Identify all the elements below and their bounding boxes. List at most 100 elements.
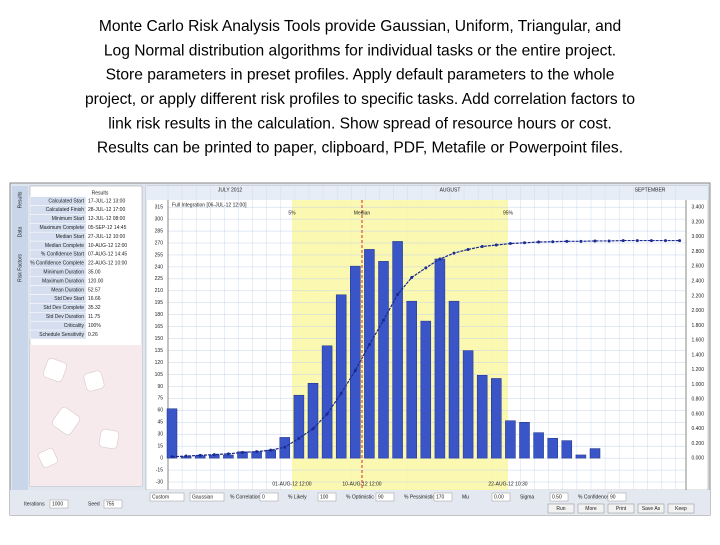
dropdown-label[interactable]: Custom — [152, 494, 169, 500]
y2-tick-label: 2.600 — [691, 264, 704, 270]
cumulative-point — [565, 239, 569, 243]
row-value: 100% — [88, 323, 101, 329]
bar — [575, 454, 587, 459]
button[interactable] — [607, 503, 635, 514]
y-tick-label: 210 — [155, 288, 164, 294]
y2-tick-label: 2.000 — [691, 308, 704, 314]
button-label[interactable]: Run — [556, 506, 565, 512]
row-label: Minimum Duration — [43, 270, 84, 276]
input-box — [549, 492, 569, 502]
y-tick-label: 225 — [155, 276, 164, 282]
row-value: 22-AUG-12 10:00 — [88, 261, 127, 267]
bar — [293, 394, 305, 459]
cumulative-point — [255, 450, 259, 454]
caption-line: Store parameters in preset profiles. App… — [106, 67, 615, 84]
bar — [491, 378, 502, 459]
y-tick-label: 285 — [155, 228, 164, 234]
bar — [462, 350, 474, 459]
y-tick-label: 315 — [155, 204, 164, 210]
row-value: 05-SEP-12 14:45 — [88, 225, 127, 231]
field-value[interactable]: 0.00 — [494, 494, 504, 500]
y2-tick-label: 0.200 — [691, 441, 704, 447]
bar — [223, 454, 234, 459]
input-box — [49, 499, 69, 509]
y2-tick-label: 1.800 — [691, 323, 704, 329]
cumulative-point — [678, 239, 682, 243]
bar — [533, 432, 544, 459]
field-value[interactable]: 170 — [436, 494, 445, 500]
button-label[interactable]: Keep — [675, 506, 687, 512]
cumulative-point — [579, 239, 583, 243]
button-label[interactable]: Save As — [642, 506, 661, 512]
field-label: Sigma — [520, 494, 534, 500]
marker-date: 01-AUG-12 12:00 — [272, 481, 311, 487]
bar — [364, 249, 375, 459]
y-tick-label: -30 — [156, 479, 163, 485]
y-tick-label: 15 — [157, 444, 163, 450]
y-tick-label: 135 — [155, 348, 164, 354]
button-label[interactable]: Print — [616, 506, 627, 512]
bar — [561, 440, 573, 459]
y-tick-label: 300 — [155, 216, 164, 222]
row-label: Minimum Start — [52, 216, 85, 222]
row-value: 07-AUG-12 14:45 — [88, 252, 127, 258]
results-header: Results — [92, 190, 109, 196]
y2-tick-label: 3.000 — [691, 234, 704, 240]
input-box — [433, 492, 453, 502]
field-label: Mu — [462, 494, 469, 500]
dropdown[interactable] — [149, 492, 185, 502]
side-tab[interactable]: Data — [17, 227, 23, 238]
y2-tick-label: 1.000 — [691, 382, 704, 388]
field-label: % Correlation — [230, 494, 261, 500]
cumulative-point — [635, 239, 639, 243]
row-value: 28-JUL-12 17:00 — [88, 207, 125, 213]
field-value[interactable]: 90 — [378, 494, 384, 500]
y2-tick-label: 0.600 — [691, 411, 704, 417]
bar — [589, 448, 601, 459]
bar — [476, 375, 488, 459]
row-label: % Confidence Start — [41, 252, 85, 258]
button-label[interactable]: More — [585, 506, 597, 512]
row-label: Maximum Duration — [42, 278, 84, 284]
field-value[interactable]: 0.50 — [552, 494, 562, 500]
caption-line: Results can be printed to paper, clipboa… — [97, 140, 623, 157]
cumulative-point — [170, 455, 174, 459]
field-value[interactable]: 90 — [610, 494, 616, 500]
timeline-header — [146, 186, 708, 200]
cumulative-point — [649, 239, 653, 243]
field-value[interactable]: 0 — [262, 494, 265, 500]
y2-tick-label: 1.600 — [691, 338, 704, 344]
row-label: % Confidence Complete — [30, 261, 84, 267]
button[interactable] — [547, 503, 575, 514]
button[interactable] — [637, 503, 665, 514]
chart-title: Full Integration [06-JUL-12 12:00] — [172, 202, 247, 208]
month-label: AUGUST — [440, 187, 461, 193]
dice-art — [38, 358, 120, 468]
dropdown-label[interactable]: Gaussian — [192, 494, 213, 500]
row-label: Median Complete — [45, 243, 84, 249]
button[interactable] — [667, 503, 695, 514]
iterations-value[interactable]: 1000 — [52, 501, 63, 507]
caption-line: project, or apply different risk profile… — [85, 91, 635, 108]
y-tick-label: 120 — [155, 360, 164, 366]
field-label: % Optimistic — [346, 494, 374, 500]
dropdown[interactable] — [189, 492, 225, 502]
side-tab[interactable]: Results — [17, 191, 23, 208]
cumulative-point — [494, 243, 498, 247]
marker-date: 10-AUG-12 12:00 — [342, 481, 381, 487]
field-value[interactable]: 100 — [320, 494, 329, 500]
row-value: 12-JUL-12 08:00 — [88, 216, 125, 222]
cumulative-point — [297, 436, 301, 440]
seed-value[interactable]: 755 — [106, 501, 115, 507]
cumulative-point — [452, 251, 456, 255]
tab-strip — [12, 186, 28, 512]
cumulative-point — [551, 240, 555, 244]
side-tab[interactable]: Risk Factors — [17, 254, 23, 282]
cumulative-point — [269, 448, 273, 452]
marker-label: Median — [354, 210, 371, 216]
row-label: Criticality — [64, 323, 85, 329]
y-tick-label: 105 — [155, 372, 164, 378]
button[interactable] — [577, 503, 605, 514]
month-label: JULY 2012 — [218, 187, 242, 193]
